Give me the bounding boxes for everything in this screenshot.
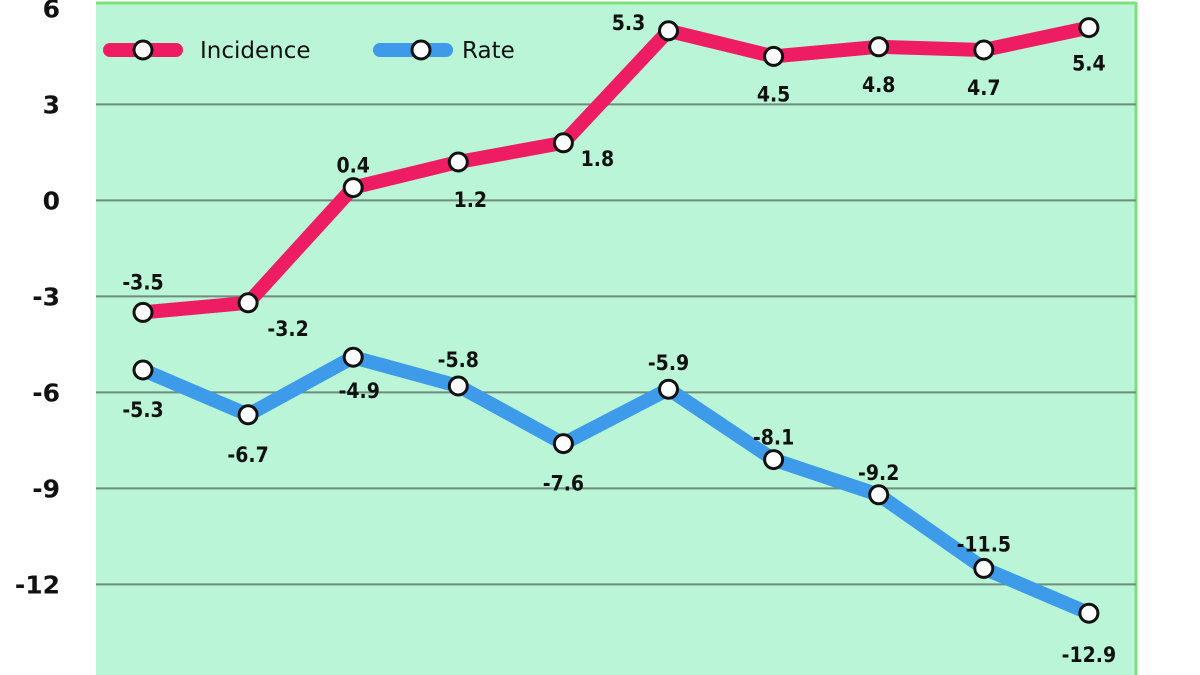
data-label: -4.9: [339, 379, 380, 403]
data-label: 4.5: [757, 82, 790, 106]
series-line: [136, 20, 1096, 320]
series-line: [136, 350, 1096, 621]
data-point: [237, 292, 259, 314]
series-rate: -5.3 -6.7 -4.9 -5.8 -7.6 -5.9 -8.1 -9.2 -11.5 -12…: [122, 346, 1116, 667]
data-label: 5.3: [612, 11, 645, 35]
legend-label: Incidence: [200, 38, 311, 64]
data-label: 4.8: [862, 73, 895, 97]
data-label: -8.1: [753, 426, 794, 450]
data-point: [658, 378, 679, 400]
data-label: -3.5: [122, 270, 163, 294]
data-point: [658, 20, 679, 42]
data-point: [1078, 17, 1100, 39]
data-label: -12.9: [1062, 643, 1116, 667]
y-tick-label: 0: [43, 186, 60, 215]
data-label: -5.3: [122, 398, 163, 422]
data-point: [868, 484, 890, 506]
data-label: -5.8: [438, 348, 479, 372]
data-point: [447, 375, 469, 397]
data-point: [552, 433, 574, 455]
y-tick-label: 3: [43, 90, 60, 119]
y-tick-label: 6: [43, 0, 60, 23]
data-point: [763, 45, 785, 67]
data-point: [342, 177, 364, 199]
data-point: [552, 132, 574, 154]
data-point: [132, 359, 154, 381]
y-tick-label: -9: [32, 474, 60, 503]
data-point: [973, 39, 995, 61]
legend: Incidence Rate: [103, 38, 515, 64]
data-point: [868, 36, 890, 58]
data-label: -7.6: [543, 472, 584, 496]
data-point: [342, 346, 364, 368]
data-label: 1.8: [581, 147, 614, 171]
y-tick-label: -3: [32, 282, 60, 311]
legend-label: Rate: [462, 38, 515, 64]
data-point: [447, 151, 469, 173]
data-point: [1078, 602, 1100, 624]
legend-marker: [132, 39, 154, 61]
data-point: [132, 301, 154, 323]
series-incidence: -3.5 -3.2 0.4 1.2 1.8 5.3 4.5 4.8 4.7 5.4: [122, 11, 1105, 341]
data-label: 1.2: [454, 188, 487, 212]
data-point: [237, 404, 259, 426]
plot-background: [96, 2, 1136, 675]
y-tick-label: -6: [32, 378, 60, 407]
data-label: -9.2: [858, 461, 899, 485]
data-label: -11.5: [957, 532, 1011, 556]
data-label: -6.7: [227, 443, 268, 467]
data-label: 5.4: [1072, 52, 1105, 76]
data-label: -5.9: [648, 351, 689, 375]
legend-marker: [410, 39, 432, 61]
data-label: 0.4: [336, 154, 369, 178]
y-tick-label: -12: [15, 570, 60, 599]
data-label: -3.2: [267, 317, 308, 341]
data-point: [763, 449, 785, 471]
data-point: [973, 557, 995, 579]
data-label: 4.7: [967, 76, 1000, 100]
